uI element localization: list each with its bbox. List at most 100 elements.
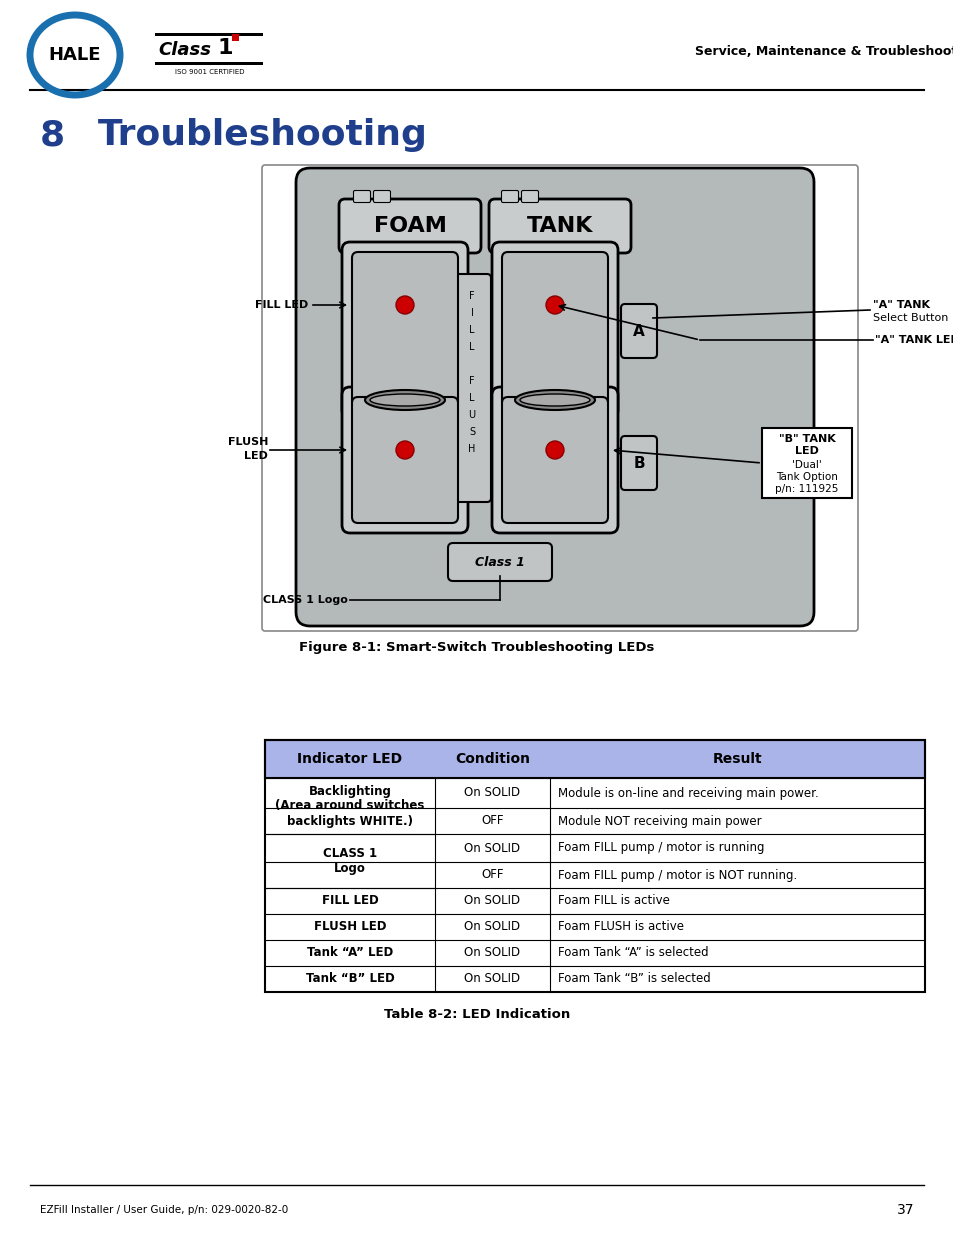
Text: Foam FILL pump / motor is NOT running.: Foam FILL pump / motor is NOT running.	[558, 868, 797, 882]
Text: FILL LED: FILL LED	[254, 300, 308, 310]
Bar	[154, 62, 263, 64]
FancyBboxPatch shape	[448, 543, 552, 580]
Circle shape	[545, 296, 563, 314]
Text: FILL LED: FILL LED	[321, 894, 378, 908]
Text: Result: Result	[712, 752, 761, 766]
Bar	[265, 862, 924, 888]
Bar	[154, 33, 263, 36]
Ellipse shape	[515, 390, 595, 410]
FancyBboxPatch shape	[341, 242, 468, 417]
Text: Module is on-line and receiving main power.: Module is on-line and receiving main pow…	[558, 787, 818, 799]
Ellipse shape	[519, 394, 589, 406]
FancyBboxPatch shape	[521, 190, 537, 203]
Bar	[761, 429, 851, 498]
Text: CLASS 1 Logo: CLASS 1 Logo	[263, 595, 348, 605]
FancyBboxPatch shape	[501, 252, 607, 408]
Bar	[265, 778, 924, 808]
Text: S: S	[469, 427, 475, 437]
Text: On SOLID: On SOLID	[464, 894, 520, 908]
FancyBboxPatch shape	[352, 252, 457, 408]
FancyBboxPatch shape	[620, 304, 657, 358]
Text: B: B	[633, 456, 644, 471]
Text: TANK: TANK	[526, 216, 593, 236]
FancyBboxPatch shape	[501, 396, 607, 522]
FancyBboxPatch shape	[354, 190, 370, 203]
Text: Troubleshooting: Troubleshooting	[98, 119, 428, 152]
Text: 1: 1	[217, 38, 233, 58]
FancyBboxPatch shape	[295, 168, 813, 626]
FancyBboxPatch shape	[492, 242, 618, 417]
Text: Foam Tank “B” is selected: Foam Tank “B” is selected	[558, 972, 710, 986]
Text: Table 8-2: LED Indication: Table 8-2: LED Indication	[383, 1008, 570, 1020]
Text: "A" TANK: "A" TANK	[872, 300, 929, 310]
Text: 37: 37	[896, 1203, 913, 1216]
Text: Class: Class	[158, 41, 212, 59]
Text: On SOLID: On SOLID	[464, 841, 520, 855]
Bar	[265, 914, 924, 940]
Text: Foam FILL is active: Foam FILL is active	[558, 894, 669, 908]
Bar	[154, 33, 263, 63]
Text: Condition: Condition	[455, 752, 530, 766]
Text: On SOLID: On SOLID	[464, 920, 520, 934]
Text: Tank “B” LED: Tank “B” LED	[305, 972, 394, 986]
Text: EZFill Installer / User Guide, p/n: 029-0020-82-0: EZFill Installer / User Guide, p/n: 029-…	[40, 1205, 288, 1215]
FancyBboxPatch shape	[501, 190, 518, 203]
Bar	[265, 740, 924, 992]
Text: Foam FILL pump / motor is running: Foam FILL pump / motor is running	[558, 841, 763, 855]
FancyBboxPatch shape	[374, 190, 390, 203]
Text: Module NOT receiving main power: Module NOT receiving main power	[558, 815, 760, 827]
Text: I: I	[470, 308, 473, 317]
Text: A: A	[633, 324, 644, 338]
FancyBboxPatch shape	[489, 199, 630, 253]
Text: CLASS 1
Logo: CLASS 1 Logo	[323, 847, 376, 876]
Text: 8: 8	[40, 119, 65, 152]
Text: F: F	[469, 375, 475, 387]
FancyBboxPatch shape	[262, 165, 857, 631]
Text: HALE: HALE	[49, 46, 101, 64]
FancyBboxPatch shape	[453, 274, 491, 501]
FancyBboxPatch shape	[338, 199, 480, 253]
Text: "A" TANK LED: "A" TANK LED	[874, 335, 953, 345]
Text: "B" TANK: "B" TANK	[778, 433, 835, 445]
Circle shape	[395, 296, 414, 314]
Text: ISO 9001 CERTIFIED: ISO 9001 CERTIFIED	[175, 69, 245, 75]
Bar	[265, 888, 924, 914]
Text: U: U	[468, 410, 475, 420]
Text: FLUSH LED: FLUSH LED	[314, 920, 386, 934]
Text: Select Button: Select Button	[872, 312, 947, 324]
FancyBboxPatch shape	[352, 396, 457, 522]
Text: H: H	[468, 445, 476, 454]
FancyBboxPatch shape	[341, 387, 468, 534]
Text: Figure 8-1: Smart-Switch Troubleshooting LEDs: Figure 8-1: Smart-Switch Troubleshooting…	[299, 641, 654, 655]
Text: LED: LED	[794, 446, 818, 456]
Bar	[265, 740, 924, 778]
Text: Foam FLUSH is active: Foam FLUSH is active	[558, 920, 683, 934]
Circle shape	[545, 441, 563, 459]
Text: OFF: OFF	[480, 868, 503, 882]
Text: Service, Maintenance & Troubleshooting  □: Service, Maintenance & Troubleshooting □	[695, 46, 953, 58]
FancyBboxPatch shape	[620, 436, 657, 490]
Bar	[265, 940, 924, 966]
Text: FOAM: FOAM	[374, 216, 446, 236]
Bar	[265, 808, 924, 834]
Circle shape	[395, 441, 414, 459]
Text: OFF: OFF	[480, 815, 503, 827]
Ellipse shape	[365, 390, 444, 410]
Text: Class 1: Class 1	[475, 556, 524, 568]
Text: On SOLID: On SOLID	[464, 787, 520, 799]
Text: Foam Tank “A” is selected: Foam Tank “A” is selected	[558, 946, 708, 960]
Bar	[265, 966, 924, 992]
FancyBboxPatch shape	[492, 387, 618, 534]
Text: Tank “A” LED: Tank “A” LED	[307, 946, 393, 960]
Text: L: L	[469, 342, 475, 352]
Text: L: L	[469, 325, 475, 335]
Text: LED: LED	[244, 451, 268, 461]
Text: FLUSH: FLUSH	[228, 437, 268, 447]
Text: Tank Option: Tank Option	[775, 472, 837, 482]
Text: 'Dual': 'Dual'	[791, 459, 821, 471]
Text: F: F	[469, 291, 475, 301]
Text: On SOLID: On SOLID	[464, 946, 520, 960]
Text: On SOLID: On SOLID	[464, 972, 520, 986]
Ellipse shape	[370, 394, 439, 406]
Text: L: L	[469, 393, 475, 403]
